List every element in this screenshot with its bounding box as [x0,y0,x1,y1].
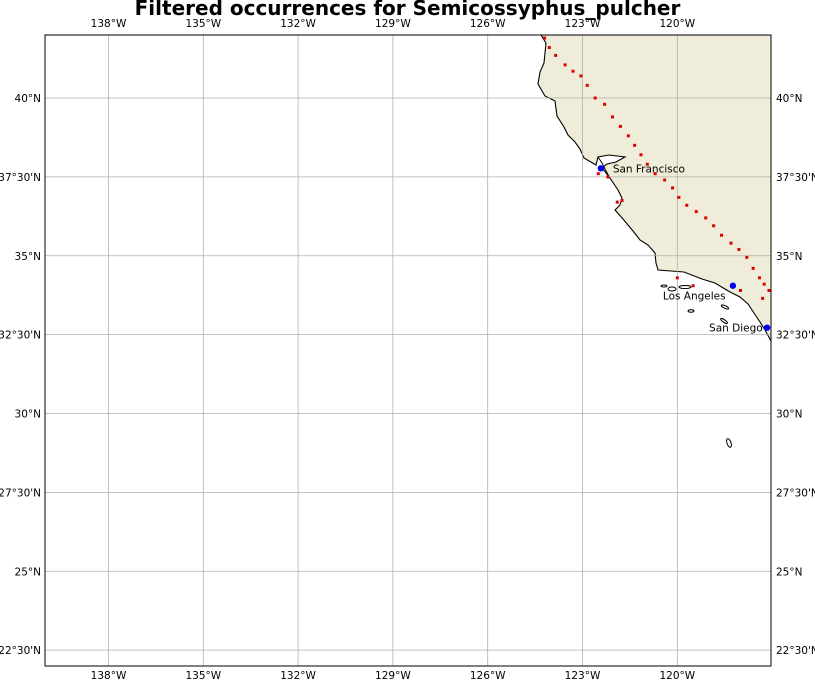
occurrence-point [615,200,619,204]
occurrence-point [633,143,637,147]
occurrence-point [704,216,708,220]
axis-tick-labels: 138°W 138°W 135°W 135°W 132°W 132°W 129°W 129°W… [0,18,815,681]
lon-tick-label-top: 126°W [470,18,506,30]
lat-tick-label-left: 27°30'N [0,487,41,499]
occurrence-point [547,46,551,50]
lon-tick-label-bottom: 126°W [470,670,506,681]
lon-tick-label-bottom: 129°W [375,670,411,681]
occurrence-point [761,296,765,300]
map-title: Filtered occurrences for Semicossyphus_p… [134,0,681,20]
occurrence-point [626,134,630,138]
occurrence-points [543,36,797,322]
lat-tick-label-left: 25°N [15,566,41,578]
occurrence-point [790,311,793,314]
lat-tick-label-left: 37°30'N [0,172,41,184]
occurrence-point [783,302,786,305]
occurrence-point [762,282,766,286]
occurrence-point [677,195,681,199]
lat-tick-label-left: 40°N [15,93,41,105]
coastline [537,35,771,342]
occurrence-point [694,210,698,214]
lat-tick-label-left: 35°N [15,251,41,263]
lon-tick-label-bottom: 135°W [185,670,221,681]
occurrence-point [671,186,675,190]
occurrence-point [639,153,643,157]
lat-tick-label-left: 30°N [15,409,41,421]
occurrence-point [585,83,589,87]
city-label: San Diego [709,323,763,335]
lat-tick-label-right: 32°30'N [776,330,815,342]
city-markers: San Francisco Los Angeles San Diego [597,163,771,335]
lat-tick-label-right: 40°N [776,93,802,105]
occurrence-point [785,298,788,301]
occurrence-point [645,162,649,166]
lat-tick-label-left: 32°30'N [0,330,41,342]
occurrence-point [794,319,797,322]
occurrence-point [663,178,667,182]
occurrence-point [611,115,615,119]
lon-tick-label-top: 132°W [280,18,316,30]
map-frame [44,34,772,667]
occurrence-point [751,266,755,270]
occurrence-point [691,284,695,288]
channel-islands [660,284,732,448]
occurrence-point [729,241,733,245]
city-label: Los Angeles [663,291,726,303]
occurrence-point [596,172,600,176]
lat-tick-label-right: 22°30'N [776,645,815,657]
lon-tick-label-top: 123°W [565,18,601,30]
occurrence-point [775,294,778,297]
lat-tick-label-right: 35°N [776,251,802,263]
lon-tick-label-top: 138°W [91,18,127,30]
occurrence-point [675,276,679,280]
occurrence-point [767,288,771,292]
occurrence-point [720,233,724,237]
occurrence-point [563,63,567,67]
lat-tick-label-right: 27°30'N [776,487,815,499]
occurrence-point [571,69,575,73]
occurrence-point [603,102,607,106]
city-marker [597,165,605,172]
occurrence-point [606,175,610,179]
lat-tick-label-left: 22°30'N [0,645,41,657]
city-marker [763,324,771,331]
lat-tick-label-right: 25°N [776,566,802,578]
city-marker [729,282,737,289]
occurrence-point [593,96,597,100]
bay-shoreline [597,156,611,179]
lon-tick-label-bottom: 120°W [659,670,695,681]
lon-tick-label-top: 129°W [375,18,411,30]
lon-tick-label-bottom: 123°W [565,670,601,681]
occurrence-point [653,172,657,176]
occurrence-point [737,247,741,251]
occurrence-point [745,255,749,259]
lon-tick-label-top: 135°W [185,18,221,30]
occurrence-point [739,288,742,292]
lon-tick-label-bottom: 132°W [280,670,316,681]
occurrence-point [685,203,689,207]
grid-lines [45,35,771,666]
occurrence-point [618,124,622,128]
occurrence-point [620,199,624,203]
occurrence-point [543,36,547,40]
occurrence-point [757,276,761,280]
lat-tick-label-right: 37°30'N [776,172,815,184]
occurrence-point [579,74,583,78]
occurrence-point [554,53,558,57]
lon-tick-label-top: 120°W [659,18,695,30]
lat-tick-label-right: 30°N [776,409,802,421]
land-area [538,35,771,341]
occurrence-point [712,224,716,228]
city-label: San Francisco [613,163,685,175]
lon-tick-label-bottom: 138°W [91,670,127,681]
